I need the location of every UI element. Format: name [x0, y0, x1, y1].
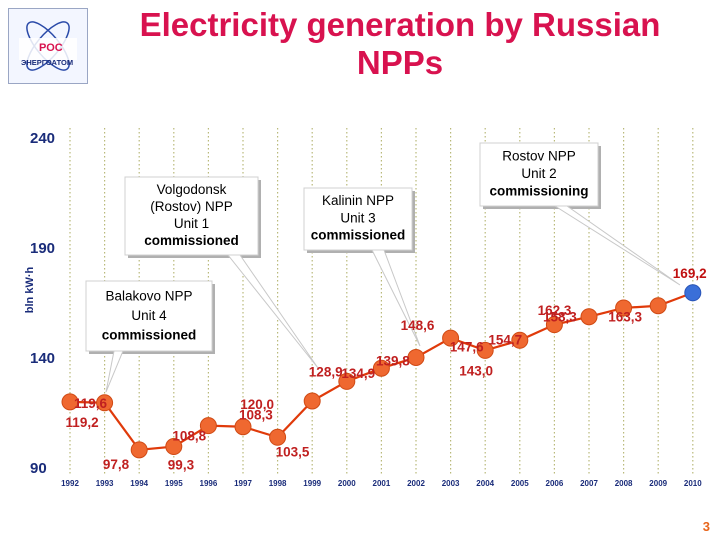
callout-pointer [553, 205, 681, 286]
x-tick-label: 1993 [96, 479, 114, 488]
data-point [545, 316, 563, 334]
x-tick-label: 1992 [61, 479, 79, 488]
data-label: 128,9 [309, 364, 343, 379]
data-label: 147,6 [450, 339, 484, 354]
data-label: 119,6 [74, 396, 108, 411]
callout-text: Kalinin NPP [322, 193, 394, 208]
data-point [580, 308, 598, 326]
data-label: 99,3 [168, 458, 195, 473]
data-point [615, 299, 633, 317]
callout-box [85, 280, 213, 352]
data-point [130, 441, 148, 459]
y-axis-label: bln kW·h [24, 267, 36, 314]
data-label: 103,5 [276, 444, 310, 459]
x-tick-label: 1995 [165, 479, 183, 488]
data-point [165, 438, 183, 456]
x-tick-label: 2005 [511, 479, 529, 488]
x-tick-label: 1998 [269, 479, 287, 488]
x-tick-label: 2004 [476, 479, 494, 488]
page-title: Electricity generation by Russian NPPs [139, 6, 661, 81]
data-point [61, 393, 79, 411]
data-label: 120,0 [240, 397, 274, 412]
y-tick-label: 140 [30, 350, 55, 367]
x-tick-label: 2007 [580, 479, 598, 488]
x-tick-label: 2002 [407, 479, 425, 488]
callout-text: Unit 1 [174, 216, 209, 231]
callout-text: (Rostov) NPP [150, 199, 233, 214]
callout-text: commissioning [489, 184, 588, 199]
data-point [684, 284, 702, 302]
callout-box [479, 142, 599, 207]
y-tick-label: 190 [30, 240, 55, 257]
callout-text: Balakovo NPP [105, 288, 192, 303]
callout-text: Volgodonsk [157, 182, 227, 197]
x-tick-label: 2000 [338, 479, 356, 488]
atom-logo-icon: РОС ЭНЕРГОАТОМ [19, 21, 77, 71]
data-label: 97,8 [103, 457, 130, 472]
y-tick-label: 90 [30, 460, 47, 477]
data-point [96, 394, 114, 412]
callout-text: Unit 2 [521, 166, 556, 181]
data-point [442, 329, 460, 347]
y-tick-label: 240 [30, 130, 55, 147]
x-tick-label: 1999 [303, 479, 321, 488]
data-label: 143,0 [459, 363, 493, 378]
callout-text: commissioned [102, 327, 197, 342]
x-tick-label: 1997 [234, 479, 252, 488]
x-tick-label: 2003 [442, 479, 460, 488]
data-point [199, 417, 217, 435]
callout-pointer [226, 254, 319, 369]
data-point [303, 392, 321, 410]
callout-text: Rostov NPP [502, 149, 576, 164]
data-point [372, 359, 390, 377]
x-tick-label: 2001 [373, 479, 391, 488]
data-point [476, 341, 494, 359]
x-tick-label: 1996 [200, 479, 218, 488]
x-tick-label: 2006 [546, 479, 564, 488]
data-label: 134,9 [341, 366, 375, 381]
data-point [269, 428, 287, 446]
data-label: 162,3 [538, 303, 572, 318]
data-point [407, 348, 425, 366]
callout-text: Unit 3 [340, 210, 375, 225]
x-tick-label: 1994 [130, 479, 148, 488]
rosenergoatom-logo: РОС ЭНЕРГОАТОМ [8, 8, 88, 84]
data-label: 148,6 [401, 318, 435, 333]
x-tick-label: 2010 [684, 479, 702, 488]
data-label: 169,2 [673, 266, 707, 281]
logo-top-text: РОС [39, 42, 63, 54]
logo-bottom-text: ЭНЕРГОАТОМ [21, 58, 73, 67]
data-label: 139,8 [376, 353, 410, 368]
data-label: 163,3 [608, 310, 642, 325]
data-point [649, 297, 667, 315]
callout-box [303, 187, 413, 251]
data-label: 108,8 [172, 429, 206, 444]
callout-text: commissioned [144, 233, 239, 248]
callout-pointer [105, 350, 124, 393]
data-label: 158,3 [543, 310, 577, 325]
callout-text: Unit 4 [131, 308, 167, 323]
data-point [234, 418, 252, 436]
data-label: 154,7 [488, 333, 522, 348]
callout-box [124, 176, 259, 256]
data-point [511, 331, 529, 349]
page-number: 3 [702, 519, 710, 534]
data-point [338, 372, 356, 390]
data-label: 119,2 [66, 415, 99, 430]
x-tick-label: 2009 [649, 479, 667, 488]
callout-text: commissioned [311, 228, 406, 243]
x-tick-label: 2008 [615, 479, 633, 488]
data-label: 108,3 [239, 408, 273, 423]
